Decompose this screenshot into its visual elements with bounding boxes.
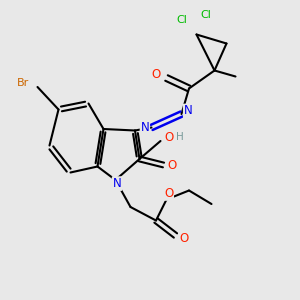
Text: O: O xyxy=(152,68,160,82)
Text: O: O xyxy=(164,187,173,200)
Text: N: N xyxy=(112,177,122,190)
Text: N: N xyxy=(184,104,193,118)
Text: Cl: Cl xyxy=(176,15,187,25)
Text: N: N xyxy=(140,121,149,134)
Text: Br: Br xyxy=(17,77,29,88)
Text: O: O xyxy=(179,232,188,245)
Text: H: H xyxy=(176,132,183,142)
Text: O: O xyxy=(164,131,173,144)
Text: Cl: Cl xyxy=(200,10,211,20)
Text: O: O xyxy=(168,159,177,172)
